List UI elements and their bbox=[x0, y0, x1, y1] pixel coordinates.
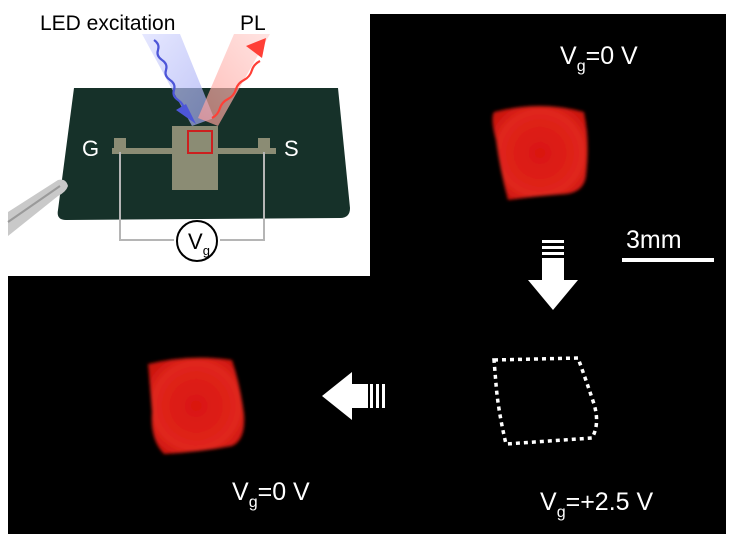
sample-window bbox=[187, 130, 213, 154]
bottom-left-v-sub: g bbox=[249, 494, 258, 511]
tweezer-icon bbox=[8, 179, 68, 236]
led-excitation-label: LED excitation bbox=[40, 12, 175, 35]
svg-text:Vg=+2.5 V: Vg=+2.5 V bbox=[540, 488, 653, 521]
pl-emission-flake-top bbox=[492, 106, 588, 200]
device-inset: Vg G S LED excitation PL bbox=[7, 6, 370, 276]
svg-text:Vg: Vg bbox=[188, 229, 210, 258]
left-arrow-icon bbox=[322, 372, 385, 420]
voltmeter-subscript: g bbox=[203, 243, 210, 258]
top-right-v: V bbox=[560, 42, 577, 70]
voltmeter-v: V bbox=[188, 229, 203, 254]
bottom-right-v-sub: g bbox=[557, 504, 566, 521]
down-arrow-icon bbox=[528, 240, 578, 310]
svg-text:Vg=0 V: Vg=0 V bbox=[560, 42, 638, 75]
bottom-right-v: V bbox=[540, 488, 557, 516]
scale-bar bbox=[622, 258, 714, 262]
excitation-beam bbox=[142, 34, 214, 126]
top-right-v-sub: g bbox=[577, 58, 586, 75]
quenched-flake-outline bbox=[492, 356, 599, 446]
emission-beam bbox=[198, 34, 270, 126]
bottom-left-v-value: =0 V bbox=[258, 478, 310, 506]
bottom-left-v: V bbox=[232, 478, 249, 506]
circuit-wires bbox=[119, 152, 265, 241]
top-right-v-value: =0 V bbox=[586, 42, 638, 70]
electrode bbox=[112, 126, 276, 190]
voltmeter-icon bbox=[176, 220, 218, 262]
pl-label: PL bbox=[240, 12, 266, 35]
scale-bar-label: 3mm bbox=[626, 226, 682, 254]
bottom-right-v-value: =+2.5 V bbox=[566, 488, 654, 516]
svg-text:Vg=0 V: Vg=0 V bbox=[232, 478, 310, 511]
source-label: S bbox=[284, 136, 299, 161]
gate-label: G bbox=[82, 136, 99, 161]
pl-emission-flake-bottom bbox=[148, 357, 245, 454]
